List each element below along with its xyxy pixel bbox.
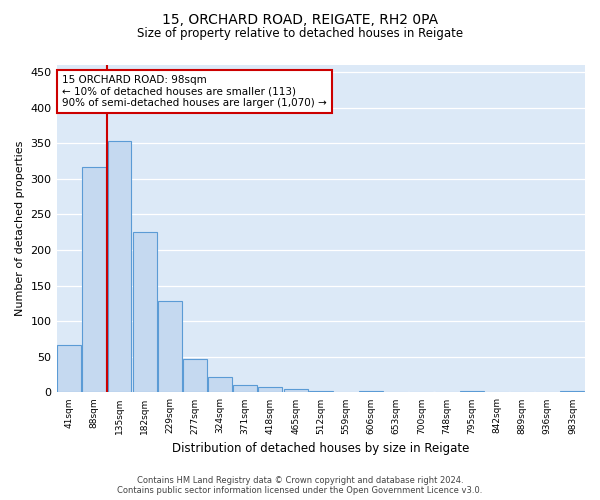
- Bar: [133, 232, 157, 392]
- Y-axis label: Number of detached properties: Number of detached properties: [15, 141, 25, 316]
- Bar: [183, 359, 207, 392]
- Bar: [359, 391, 383, 392]
- Bar: [284, 389, 308, 392]
- Text: 15 ORCHARD ROAD: 98sqm
← 10% of detached houses are smaller (113)
90% of semi-de: 15 ORCHARD ROAD: 98sqm ← 10% of detached…: [62, 75, 326, 108]
- Bar: [560, 391, 584, 392]
- Bar: [158, 302, 182, 392]
- Bar: [208, 377, 232, 392]
- Bar: [57, 344, 81, 393]
- Bar: [259, 386, 283, 392]
- Text: 15, ORCHARD ROAD, REIGATE, RH2 0PA: 15, ORCHARD ROAD, REIGATE, RH2 0PA: [162, 12, 438, 26]
- Text: Size of property relative to detached houses in Reigate: Size of property relative to detached ho…: [137, 28, 463, 40]
- Bar: [233, 386, 257, 392]
- X-axis label: Distribution of detached houses by size in Reigate: Distribution of detached houses by size …: [172, 442, 469, 455]
- Bar: [309, 391, 333, 392]
- Bar: [107, 141, 131, 393]
- Bar: [82, 167, 106, 392]
- Text: Contains HM Land Registry data © Crown copyright and database right 2024.
Contai: Contains HM Land Registry data © Crown c…: [118, 476, 482, 495]
- Bar: [460, 391, 484, 392]
